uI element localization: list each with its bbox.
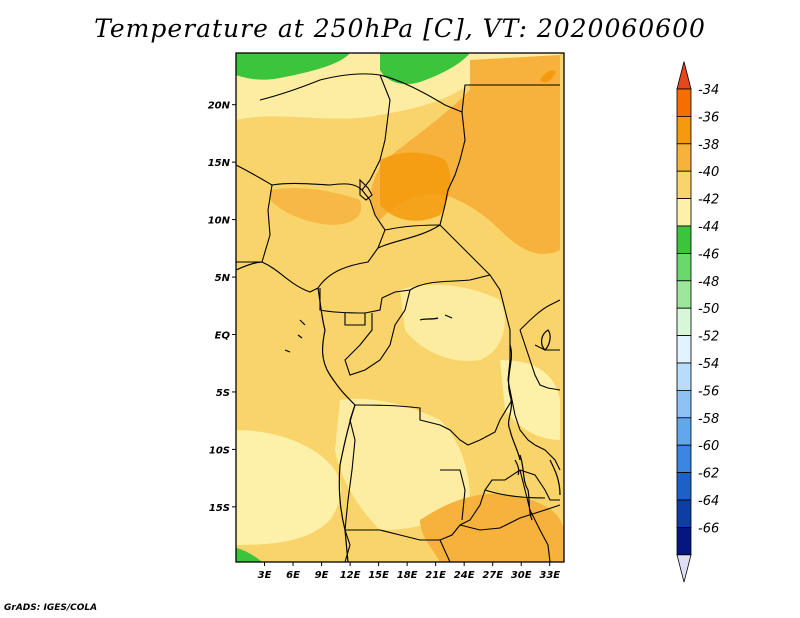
colorbar-swatch [676,225,692,254]
lon-tick-label: 27E [482,570,503,581]
colorbar-level-label: -52 [698,330,719,345]
lat-tick-label: 20N [208,101,231,112]
colorbar-level-label: -46 [698,247,719,262]
colorbar-level-label: -48 [698,275,719,290]
lon-tick-label: 12E [340,570,361,581]
colorbar-level-label: -36 [698,110,719,125]
colorbar-swatch [676,252,692,282]
colorbar-level-label: -44 [698,220,719,235]
colorbar-level-label: -58 [698,412,719,427]
lon-tick-label: 21E [425,570,446,581]
lon-tick-label: 24E [454,570,475,581]
cold-patch-south [335,398,470,530]
colorbar-level-label: -56 [698,384,719,399]
warm-patch-southeast [420,493,564,562]
colorbar-level-label: -62 [698,467,719,482]
lon-tick-label: 33E [539,570,560,581]
lon-tick-label: 6E [286,570,300,581]
colorbar-level-label: -42 [698,193,719,208]
colorbar-swatch [676,417,692,446]
lat-tick-label: 5N [215,273,231,284]
lat-tick-label: 15N [208,158,231,169]
colorbar-swatch [676,116,692,145]
lat-tick-label: 5S [216,388,230,399]
lon-tick-label: 15E [368,570,389,581]
colorbar-swatch [676,198,692,227]
green-patch-southwest [236,548,262,562]
colorbar-swatch [676,280,692,309]
lon-tick-label: 18E [397,570,418,581]
colorbar-level-label: -34 [698,83,719,98]
colorbar-level-label: -64 [698,494,719,509]
grads-credit: GrADS: IGES/COLA [4,603,98,613]
warmest-core [380,152,451,221]
colorbar-swatch [676,335,692,364]
colorbar-swatch [676,307,692,337]
cold-patch-center [400,284,505,361]
warm-patch-west [270,188,362,225]
warm-dot-northeast [540,70,556,83]
colorbar-level-label: -66 [698,521,719,536]
plot-frame [235,52,565,563]
colorbar-swatch [676,88,692,117]
chart-title: Temperature at 250hPa [C], VT: 202006060… [94,14,706,43]
colorbar-level-label: -50 [698,302,719,317]
lon-tick-label: 3E [258,570,272,581]
green-patch-north [380,53,470,85]
colorbar-swatch [676,499,692,528]
longitude-axis: 3E 6E 9E 12E 15E 18E 21E 24E 27E 30E 33E [258,562,560,581]
colorbar-swatch [676,362,692,391]
colorbar-swatch [676,444,692,474]
warm-band-east [459,78,560,185]
lat-tick-label: 15S [209,503,230,514]
temperature-field [236,53,564,562]
colorbar-swatch [676,170,692,199]
lat-tick-label: EQ [215,331,231,342]
colorbar: -34 -36 -38 -40 -42 -44 -46 -48 -50 -52 -54 -56 -58 -… [676,61,719,583]
colorbar-cap-top [676,61,692,90]
lon-tick-label: 30E [511,570,532,581]
lat-tick-label: 10S [209,445,230,456]
colorbar-level-label: -54 [698,357,719,372]
colorbar-swatch [676,143,692,172]
cold-patch-southwest [236,430,341,545]
colorbar-cap-bottom [676,554,692,583]
colorbar-swatch [676,389,692,419]
coastlines [236,261,561,562]
colorbar-level-label: -60 [698,439,719,454]
colorbar-swatch [676,527,692,556]
lat-tick-label: 10N [208,216,231,227]
cold-patch-east [500,360,560,440]
colorbar-swatch [676,472,692,501]
green-patch-northwest [236,53,350,80]
colorbar-level-label: -40 [698,165,719,180]
latitude-axis: 20N 15N 10N 5N EQ 5S 10S 15S [208,101,236,514]
colorbar-level-label: -38 [698,138,719,153]
lon-tick-label: 9E [315,570,329,581]
